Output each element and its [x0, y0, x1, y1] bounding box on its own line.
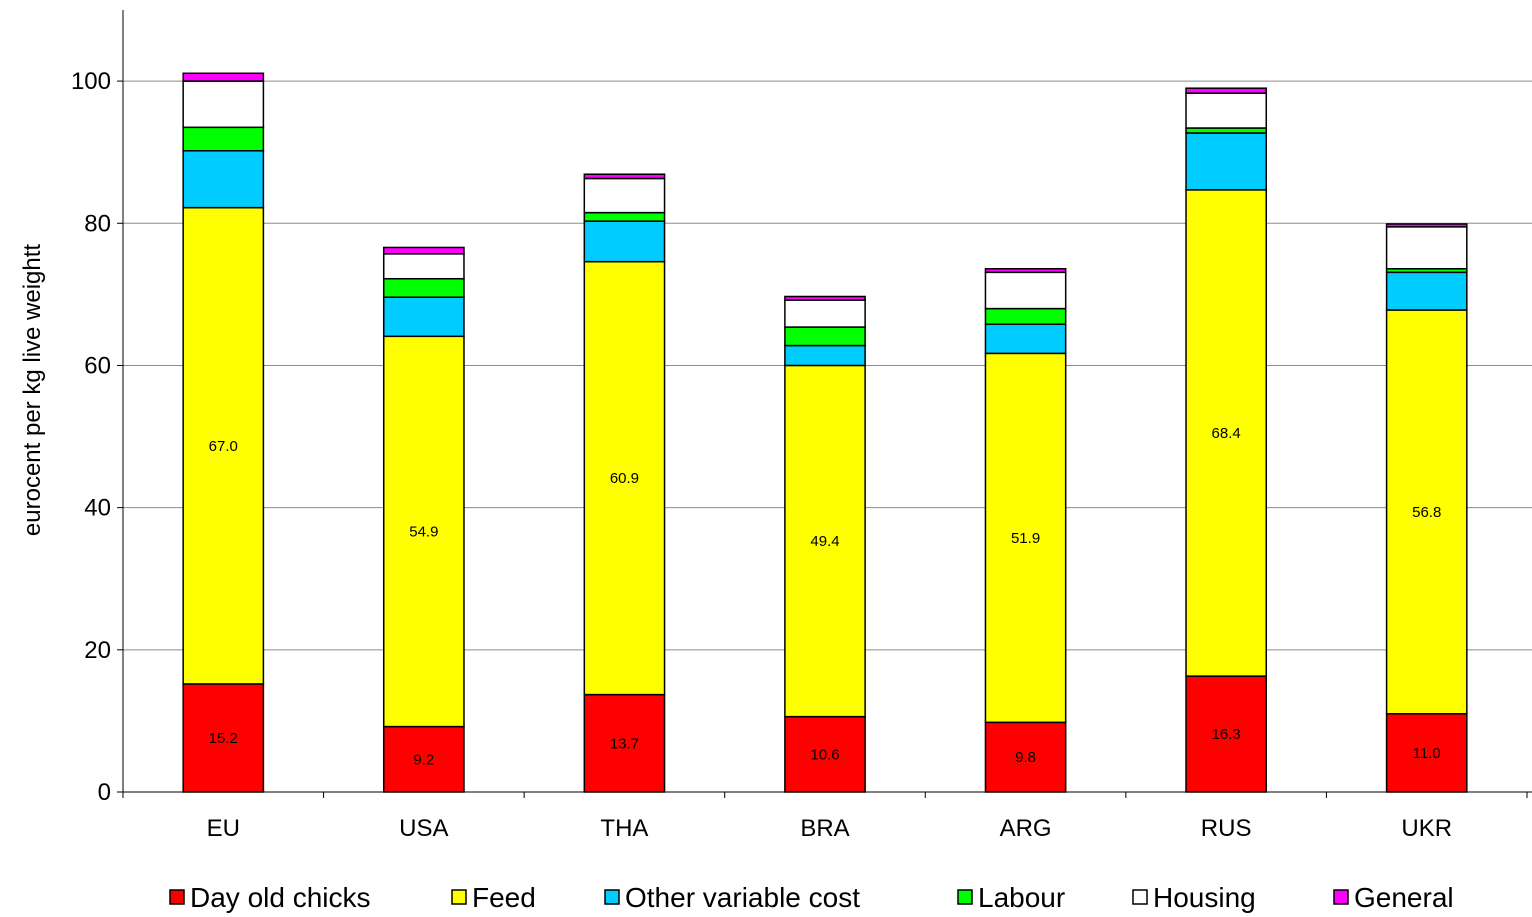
data-labels: 15.2 67.0 9.2 54.9 13.7 60.9 10.6 49.4 9.8 51.9 16… — [209, 425, 1442, 768]
legend-swatch — [957, 889, 973, 905]
data-label: 51.9 — [1011, 530, 1040, 547]
bar-segment — [1185, 189, 1268, 677]
bar-segment — [1385, 713, 1468, 793]
legend-label: General — [1354, 882, 1454, 913]
bar-segment — [784, 364, 866, 718]
x-tick-label: UKR — [1401, 815, 1452, 842]
bar-segment — [182, 126, 265, 152]
bar-segment — [182, 80, 265, 129]
legend-label: Day old chicks — [190, 882, 371, 913]
x-tick-label: RUS — [1201, 815, 1252, 842]
bar-segment — [1385, 226, 1468, 270]
bar-segment — [1185, 87, 1268, 94]
legend-swatch — [169, 889, 185, 905]
bar-segment — [182, 150, 265, 209]
y-tick-label: 80 — [84, 210, 111, 237]
bar-segment — [1185, 132, 1268, 191]
bar-segment — [382, 277, 465, 298]
bars — [182, 72, 1468, 793]
x-tick-label: EU — [207, 815, 240, 842]
bar-segment — [784, 715, 866, 793]
y-tick-label: 0 — [98, 779, 111, 806]
bar-segment — [984, 323, 1067, 355]
x-tick-label: USA — [399, 815, 448, 842]
legend-swatch — [451, 889, 467, 905]
bar-segment — [1385, 309, 1468, 715]
data-label: 68.4 — [1212, 425, 1241, 442]
legend-label: Other variable cost — [625, 882, 860, 913]
bar-segment — [984, 268, 1067, 274]
legend: Day old chicks Feed Other variable cost Lab… — [169, 882, 1454, 913]
x-tick-label: THA — [600, 815, 648, 842]
bar-segment — [984, 352, 1067, 724]
bar-segment — [583, 211, 666, 222]
axes: 0 20 40 60 80 100 EU USA THA BRA ARG RUS UKR — [71, 10, 1532, 842]
data-label: 9.2 — [413, 751, 434, 768]
bar-segment — [1385, 271, 1468, 311]
bar-segment — [182, 683, 265, 793]
bar-segment — [583, 220, 666, 263]
bar-segment — [784, 344, 866, 367]
legend-label: Housing — [1153, 882, 1256, 913]
bar-segment — [784, 295, 866, 301]
bar-segment — [784, 299, 866, 328]
bar-segment — [1185, 675, 1268, 793]
legend-label: Feed — [472, 882, 536, 913]
data-label: 10.6 — [810, 746, 839, 763]
data-label: 11.0 — [1413, 745, 1441, 762]
data-label: 9.8 — [1015, 749, 1036, 766]
data-label: 67.0 — [209, 438, 238, 455]
y-tick-label: 20 — [84, 637, 111, 664]
bar-segment — [182, 206, 265, 685]
y-tick-label: 40 — [84, 495, 111, 522]
bar-segment — [382, 253, 465, 280]
bar-segment — [182, 72, 265, 82]
legend-label: Labour — [978, 882, 1065, 913]
bar-segment — [984, 271, 1067, 310]
data-label: 54.9 — [409, 523, 438, 540]
legend-swatch — [1333, 889, 1349, 905]
bar-segment — [784, 326, 866, 347]
bar-segment — [583, 173, 666, 180]
x-tick-label: ARG — [1000, 815, 1052, 842]
legend-swatch — [1132, 889, 1148, 905]
bar-segment — [1385, 223, 1468, 228]
bar-segment — [984, 307, 1067, 325]
bar-segment — [382, 246, 465, 255]
y-tick-label: 100 — [71, 68, 111, 95]
bar-segment — [583, 177, 666, 214]
bar-segment — [984, 721, 1067, 793]
data-label: 56.8 — [1412, 504, 1441, 521]
data-label: 49.4 — [810, 533, 839, 550]
data-label: 16.3 — [1212, 726, 1241, 743]
bar-segment — [1185, 92, 1268, 129]
x-tick-label: BRA — [800, 815, 849, 842]
y-tick-label: 60 — [84, 352, 111, 379]
y-axis-title: eurocent per kg live weightt — [19, 244, 46, 536]
data-label: 15.2 — [209, 730, 238, 747]
data-label: 60.9 — [610, 470, 639, 487]
data-label: 13.7 — [610, 735, 639, 752]
bar-segment — [382, 296, 465, 338]
legend-swatch — [604, 889, 620, 905]
